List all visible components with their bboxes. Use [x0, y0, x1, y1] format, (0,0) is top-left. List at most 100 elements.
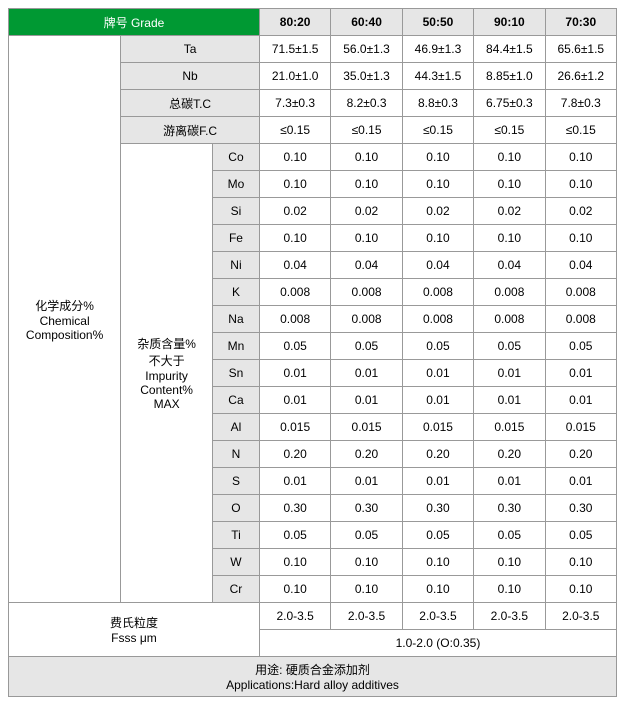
imp-label-2: 不大于 [123, 352, 210, 369]
cell: 8.8±0.3 [402, 90, 473, 117]
cell: 35.0±1.3 [331, 63, 402, 90]
cell: 0.30 [331, 495, 402, 522]
cell: 0.10 [331, 144, 402, 171]
cell: 21.0±1.0 [259, 63, 330, 90]
cell: 0.05 [402, 333, 473, 360]
cell: 0.01 [474, 360, 545, 387]
cell: 0.20 [402, 441, 473, 468]
cell: 0.10 [474, 225, 545, 252]
cell: 2.0-3.5 [259, 603, 330, 630]
header-row: 牌号 Grade 80:20 60:40 50:50 90:10 70:30 [9, 9, 617, 36]
applications-cell: 用途: 硬质合金添加剂 Applications:Hard alloy addi… [9, 657, 617, 697]
cell: 0.008 [402, 279, 473, 306]
cell: 0.01 [331, 360, 402, 387]
cell: 0.01 [331, 468, 402, 495]
cell: 0.05 [259, 522, 330, 549]
cell: 0.01 [259, 468, 330, 495]
cell: 0.10 [474, 144, 545, 171]
element-label: Co [213, 144, 260, 171]
cell: 0.01 [331, 387, 402, 414]
cell: 0.01 [402, 468, 473, 495]
chemical-composition-label: 化学成分% Chemical Composition% [9, 36, 121, 603]
cell: 0.015 [545, 414, 616, 441]
cell: 0.01 [545, 360, 616, 387]
cell: 0.20 [545, 441, 616, 468]
cell: 0.008 [545, 279, 616, 306]
cell: 0.02 [402, 198, 473, 225]
cell: 0.05 [545, 333, 616, 360]
cell: 0.04 [402, 252, 473, 279]
cell: 71.5±1.5 [259, 36, 330, 63]
cell: 56.0±1.3 [331, 36, 402, 63]
cell: ≤0.15 [259, 117, 330, 144]
cell: 0.20 [259, 441, 330, 468]
cell: 0.008 [545, 306, 616, 333]
imp-label-1: 杂质含量% [123, 335, 210, 352]
cell: 6.75±0.3 [474, 90, 545, 117]
cell: 0.02 [474, 198, 545, 225]
element-label: K [213, 279, 260, 306]
fsss-merged-cell: 1.0-2.0 (O:0.35) [259, 630, 616, 657]
cell: 0.01 [402, 360, 473, 387]
fsss-label-2: Fsss μm [11, 631, 257, 645]
cell: 0.10 [545, 549, 616, 576]
cell: 0.10 [259, 144, 330, 171]
cell: 0.05 [545, 522, 616, 549]
imp-label-4: Content% [123, 383, 210, 397]
cell: 0.008 [474, 279, 545, 306]
chem-label-2: Chemical [11, 314, 118, 328]
cell: 0.01 [474, 468, 545, 495]
cell: 0.015 [331, 414, 402, 441]
cell: 0.10 [545, 225, 616, 252]
element-label: Fe [213, 225, 260, 252]
cell: 0.008 [259, 279, 330, 306]
cell: 0.05 [259, 333, 330, 360]
cell: 0.20 [331, 441, 402, 468]
element-label: Mo [213, 171, 260, 198]
cell: 0.05 [474, 522, 545, 549]
fsss-label: 费氏粒度 Fsss μm [9, 603, 260, 657]
cell: 0.10 [331, 576, 402, 603]
cell: 0.008 [259, 306, 330, 333]
cell: 0.04 [474, 252, 545, 279]
cell: 0.10 [474, 171, 545, 198]
cell: 84.4±1.5 [474, 36, 545, 63]
chem-label-1: 化学成分% [11, 297, 118, 314]
cell: 2.0-3.5 [545, 603, 616, 630]
cell: 0.10 [331, 171, 402, 198]
element-label: Na [213, 306, 260, 333]
row-label-ta: Ta [121, 36, 260, 63]
cell: 44.3±1.5 [402, 63, 473, 90]
cell: 0.10 [402, 549, 473, 576]
cell: 0.02 [259, 198, 330, 225]
cell: 0.008 [331, 279, 402, 306]
grade-col-1: 60:40 [331, 9, 402, 36]
element-label: Sn [213, 360, 260, 387]
cell: 46.9±1.3 [402, 36, 473, 63]
cell: 2.0-3.5 [331, 603, 402, 630]
cell: ≤0.15 [474, 117, 545, 144]
cell: 0.015 [402, 414, 473, 441]
cell: 0.10 [402, 225, 473, 252]
element-label: W [213, 549, 260, 576]
cell: ≤0.15 [545, 117, 616, 144]
cell: 8.85±1.0 [474, 63, 545, 90]
row-label-nb: Nb [121, 63, 260, 90]
cell: 0.10 [259, 225, 330, 252]
grade-col-0: 80:20 [259, 9, 330, 36]
cell: 0.02 [545, 198, 616, 225]
cell: 0.01 [545, 468, 616, 495]
element-label: Si [213, 198, 260, 225]
grade-col-2: 50:50 [402, 9, 473, 36]
applications-line-2: Applications:Hard alloy additives [11, 678, 614, 692]
cell: 0.30 [545, 495, 616, 522]
cell: 0.01 [474, 387, 545, 414]
cell: 0.05 [331, 522, 402, 549]
element-label: Cr [213, 576, 260, 603]
fsss-row-1: 费氏粒度 Fsss μm 2.0-3.5 2.0-3.5 2.0-3.5 2.0… [9, 603, 617, 630]
cell: 0.10 [545, 144, 616, 171]
chemical-composition-table: 牌号 Grade 80:20 60:40 50:50 90:10 70:30 化… [8, 8, 617, 697]
cell: 0.10 [402, 144, 473, 171]
cell: 0.30 [259, 495, 330, 522]
cell: 0.10 [402, 171, 473, 198]
